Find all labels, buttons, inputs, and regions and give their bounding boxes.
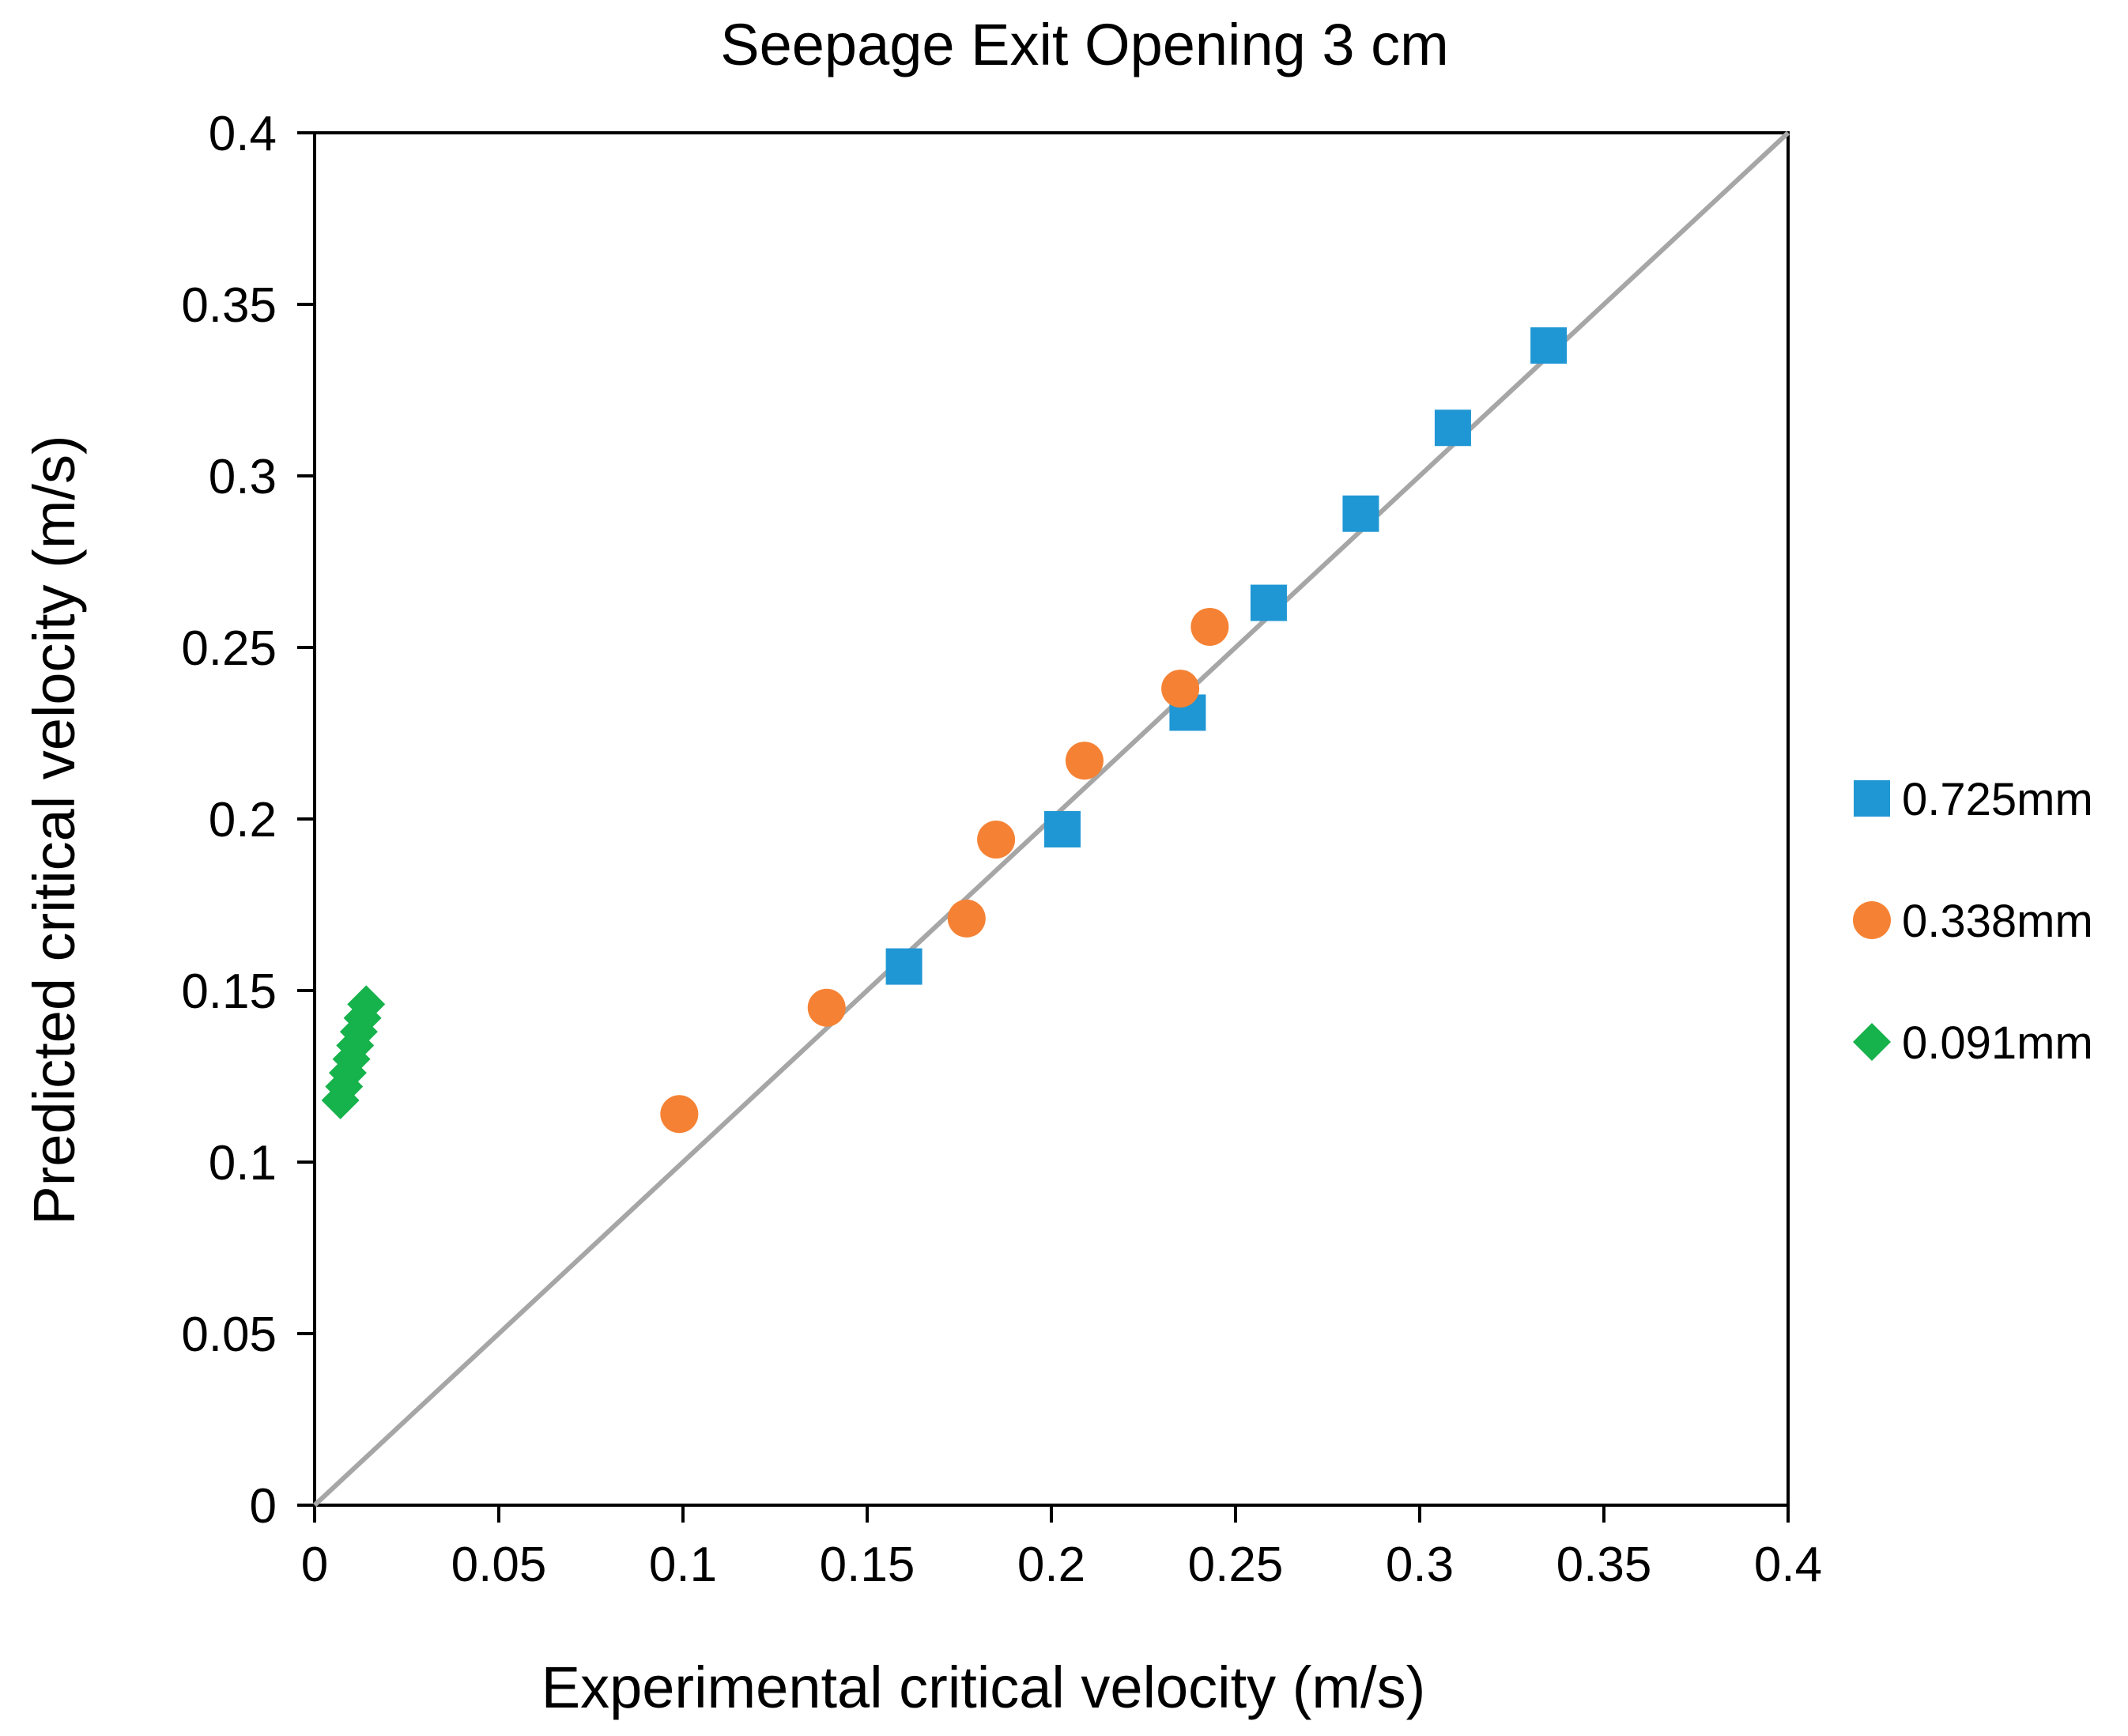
x-tick-label: 0.1	[649, 1538, 717, 1592]
y-tick-label: 0.15	[181, 964, 277, 1019]
y-tick-label: 0.25	[181, 621, 277, 676]
legend-label: 0.091mm	[1902, 1017, 2093, 1069]
data-point-circle	[977, 821, 1016, 859]
data-point-circle	[807, 988, 846, 1027]
x-tick-label: 0.15	[820, 1538, 915, 1592]
x-axis-title: Experimental critical velocity (m/s)	[541, 1655, 1425, 1720]
legend: 0.725mm 0.338mm 0.091mm	[1853, 774, 2093, 1069]
y-tick-label: 0.1	[209, 1136, 277, 1191]
legend-marker-diamond	[1853, 1023, 1891, 1061]
data-point-diamond	[347, 985, 386, 1024]
chart-title: Seepage Exit Opening 3 cm	[720, 12, 1448, 77]
x-tick-label: 0.05	[451, 1538, 547, 1592]
y-tick-label: 0.2	[209, 793, 277, 847]
legend-marker-circle	[1853, 901, 1891, 939]
y-tick-label: 0.4	[209, 107, 277, 161]
x-tick-label: 0.4	[1754, 1538, 1822, 1592]
data-point-square	[1043, 811, 1081, 848]
y-tick-label: 0.3	[209, 450, 277, 504]
x-tick-label: 0.25	[1188, 1538, 1284, 1592]
y-axis-title: Predicted critical velocity (m/s)	[21, 435, 87, 1225]
x-tick-label: 0	[301, 1538, 328, 1592]
data-point-square	[885, 948, 923, 985]
data-point-circle	[660, 1095, 699, 1134]
data-points	[321, 327, 1568, 1134]
data-point-circle	[1190, 607, 1229, 646]
data-point-square	[1250, 584, 1287, 621]
y-tick-label: 0	[250, 1479, 277, 1534]
legend-label: 0.338mm	[1902, 896, 2093, 947]
legend-label: 0.725mm	[1902, 774, 2093, 825]
x-tick-label: 0.3	[1386, 1538, 1454, 1592]
data-point-circle	[1161, 670, 1200, 708]
legend-marker-square	[1854, 780, 1890, 817]
data-point-circle	[1065, 742, 1104, 780]
y-tick-label: 0.35	[181, 278, 277, 333]
data-point-square	[1530, 327, 1568, 364]
data-point-circle	[947, 899, 986, 938]
axes: 0 0.05 0.1 0.15 0.2 0.25 0.3 0.35 0.4 0 0.05 0.1 0.1…	[181, 107, 1822, 1592]
data-point-square	[1434, 409, 1471, 447]
data-point-square	[1342, 495, 1379, 532]
y-tick-label: 0.05	[181, 1308, 277, 1362]
x-tick-label: 0.2	[1017, 1538, 1085, 1592]
x-tick-label: 0.35	[1556, 1538, 1652, 1592]
